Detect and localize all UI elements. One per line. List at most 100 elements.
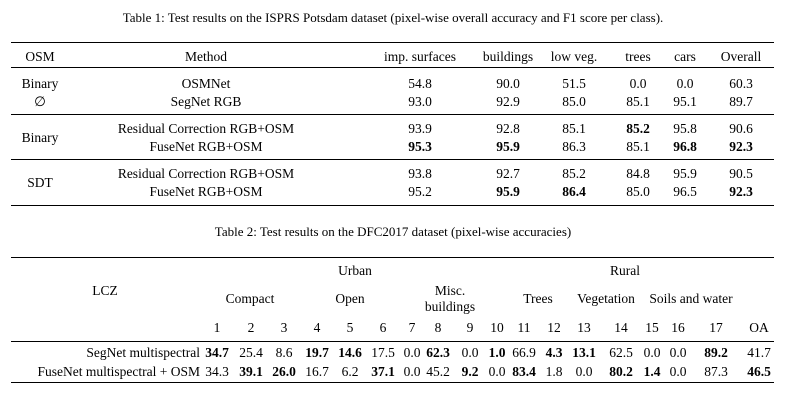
table1-value-cell: 95.3 <box>408 139 432 154</box>
table1-column-header: Method <box>185 49 227 64</box>
table1-value-cell: 54.8 <box>408 76 432 91</box>
table2-value-cell: 66.9 <box>512 345 536 360</box>
table1-value-cell: 0.0 <box>676 76 694 91</box>
table2-value-cell: 0.0 <box>403 364 421 379</box>
table1-column-header: cars <box>674 49 696 64</box>
table2-lcz-number: 12 <box>547 320 561 335</box>
table2-lcz-number: 13 <box>577 320 591 335</box>
table2-value-cell: 0.0 <box>403 345 421 360</box>
table1-value-cell: 92.3 <box>729 139 753 154</box>
table1-osm-label: Binary <box>21 130 59 145</box>
table1-value-cell: 0.0 <box>629 76 647 91</box>
table2-value-cell: 46.5 <box>747 364 771 379</box>
table1-value-cell: 85.1 <box>626 94 650 109</box>
table2-value-cell: 87.3 <box>704 364 728 379</box>
table2-value-cell: 0.0 <box>669 364 687 379</box>
table1-column-header: imp. surfaces <box>384 49 456 64</box>
table1-value-cell: 95.9 <box>673 166 697 181</box>
table1-value-cell: 96.5 <box>673 184 697 199</box>
table1-value-cell: 60.3 <box>729 76 753 91</box>
table2-lcz-number: 2 <box>247 320 255 335</box>
table1-column-header: low veg. <box>550 49 598 64</box>
table2-value-cell: 16.7 <box>305 364 329 379</box>
open-header: Open <box>335 291 365 306</box>
table1-value-cell: 90.0 <box>496 76 520 91</box>
table2-value-cell: 34.7 <box>205 345 229 360</box>
table2-lcz-number: 3 <box>280 320 288 335</box>
table2-lcz-number: OA <box>749 320 769 335</box>
table1-column-header: buildings <box>482 49 534 64</box>
table1-value-cell: 86.3 <box>562 139 586 154</box>
table2-lcz-number: 11 <box>517 320 531 335</box>
table1-group-rule <box>11 159 774 160</box>
table2-bottom-rule <box>11 382 774 384</box>
table1-value-cell: 92.7 <box>496 166 520 181</box>
vegetation-header: Vegetation <box>577 291 635 306</box>
table2-value-cell: 39.1 <box>239 364 263 379</box>
table1-osm-label: ∅ <box>34 94 46 109</box>
table2-value-cell: 17.5 <box>371 345 395 360</box>
table2-lcz-number: 9 <box>466 320 474 335</box>
table2-row-label: FuseNet multispectral + OSM <box>37 364 200 379</box>
table2-value-cell: 0.0 <box>461 345 479 360</box>
table2-value-cell: 83.4 <box>512 364 536 379</box>
table1-header-rule <box>11 67 774 68</box>
table2-value-cell: 4.3 <box>545 345 563 360</box>
table2-value-cell: 89.2 <box>704 345 728 360</box>
table2-lcz-number: 16 <box>671 320 685 335</box>
table2-value-cell: 37.1 <box>371 364 395 379</box>
table2-value-cell: 0.0 <box>575 364 593 379</box>
table1-column-header: trees <box>625 49 651 64</box>
table1-column-header: OSM <box>25 49 55 64</box>
table2-lcz-number: 8 <box>434 320 442 335</box>
table1-value-cell: 51.5 <box>562 76 586 91</box>
urban-header: Urban <box>338 263 372 278</box>
table1-value-cell: 86.4 <box>562 184 586 199</box>
table1-value-cell: 84.8 <box>626 166 650 181</box>
table1-method-cell: FuseNet RGB+OSM <box>149 139 263 154</box>
table2-value-cell: 9.2 <box>461 364 479 379</box>
table2-lcz-number: 1 <box>213 320 221 335</box>
table1-value-cell: 85.2 <box>562 166 586 181</box>
table1-value-cell: 95.1 <box>673 94 697 109</box>
misc-header-line1: Misc. <box>434 283 466 298</box>
table2-lcz-number: 10 <box>490 320 504 335</box>
table2-value-cell: 34.3 <box>205 364 229 379</box>
table1-value-cell: 95.9 <box>496 184 520 199</box>
lcz-header: LCZ <box>92 283 118 298</box>
table2-value-cell: 1.8 <box>545 364 563 379</box>
table1-value-cell: 90.5 <box>729 166 753 181</box>
table2-row-label: SegNet multispectral <box>86 345 200 360</box>
table1-caption: Table 1: Test results on the ISPRS Potsd… <box>122 10 664 25</box>
table1-value-cell: 89.7 <box>729 94 753 109</box>
table2-value-cell: 1.0 <box>488 345 506 360</box>
table2-lcz-number: 4 <box>313 320 321 335</box>
table2-value-cell: 26.0 <box>272 364 296 379</box>
table2-top-rule <box>11 257 774 259</box>
table2-lcz-number: 17 <box>709 320 723 335</box>
table2-value-cell: 14.6 <box>338 345 362 360</box>
table1-value-cell: 90.6 <box>729 121 753 136</box>
table2-value-cell: 19.7 <box>305 345 329 360</box>
table1-top-rule <box>11 42 774 44</box>
table2-lcz-number: 15 <box>645 320 659 335</box>
rural-header: Rural <box>610 263 640 278</box>
table1-value-cell: 85.0 <box>562 94 586 109</box>
table1-value-cell: 85.0 <box>626 184 650 199</box>
table1-method-cell: OSMNet <box>181 76 231 91</box>
table1-value-cell: 85.1 <box>626 139 650 154</box>
table1-method-cell: SegNet RGB <box>170 94 242 109</box>
table2-value-cell: 45.2 <box>426 364 450 379</box>
table1-value-cell: 95.2 <box>408 184 432 199</box>
table2-value-cell: 0.0 <box>669 345 687 360</box>
table2-value-cell: 0.0 <box>488 364 506 379</box>
trees-header: Trees <box>523 291 553 306</box>
table1-method-cell: FuseNet RGB+OSM <box>149 184 263 199</box>
table2-lcz-number: 7 <box>408 320 416 335</box>
table2-lcz-number: 6 <box>379 320 387 335</box>
table2-value-cell: 1.4 <box>643 364 661 379</box>
compact-header: Compact <box>225 291 275 306</box>
table1-method-cell: Residual Correction RGB+OSM <box>117 166 295 181</box>
table1-value-cell: 85.1 <box>562 121 586 136</box>
table2-value-cell: 80.2 <box>609 364 633 379</box>
